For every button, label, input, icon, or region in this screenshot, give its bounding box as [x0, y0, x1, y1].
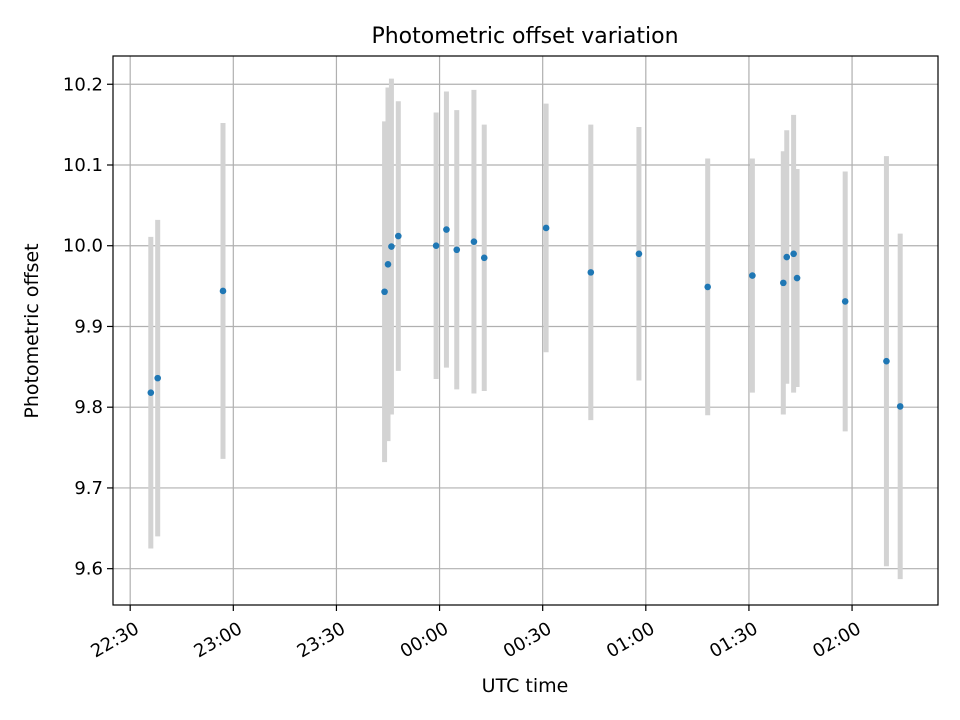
data-point — [635, 250, 643, 258]
data-point — [147, 389, 155, 396]
data-point — [219, 287, 227, 295]
y-axis-ticks: 9.6 9.7 9.8 9.9 10.0 10.1 10.2 — [63, 74, 113, 580]
data-point — [793, 274, 801, 282]
y-tick-label: 9.9 — [74, 316, 103, 337]
data-point — [587, 269, 595, 276]
y-tick-label: 9.8 — [74, 397, 103, 418]
data-point — [432, 242, 440, 250]
data-point — [453, 246, 461, 254]
chart-title: Photometric offset variation — [371, 24, 678, 49]
data-point — [395, 232, 402, 240]
data-point — [896, 403, 904, 410]
data-points — [147, 224, 904, 410]
data-point — [388, 243, 395, 250]
data-point — [154, 374, 161, 382]
data-point — [542, 224, 550, 232]
data-point — [841, 298, 849, 305]
y-tick-label: 10.1 — [63, 155, 103, 176]
data-point — [384, 260, 392, 268]
data-point — [780, 279, 787, 287]
x-axis-label: UTC time — [482, 675, 569, 697]
y-axis-label: Photometric offset — [21, 243, 43, 418]
y-tick-label: 9.6 — [74, 559, 103, 580]
grid-lines — [113, 56, 938, 605]
data-point — [883, 357, 890, 365]
data-point — [381, 288, 388, 296]
data-point — [443, 226, 450, 233]
data-point — [480, 254, 488, 262]
data-point — [749, 272, 756, 279]
y-tick-label: 10.0 — [63, 236, 103, 257]
y-tick-label: 10.2 — [63, 74, 103, 95]
data-point — [704, 283, 711, 291]
data-point — [790, 250, 797, 258]
y-tick-label: 9.7 — [74, 478, 103, 499]
data-point — [470, 238, 478, 245]
data-point — [783, 253, 791, 261]
plot-frame — [112, 55, 939, 606]
